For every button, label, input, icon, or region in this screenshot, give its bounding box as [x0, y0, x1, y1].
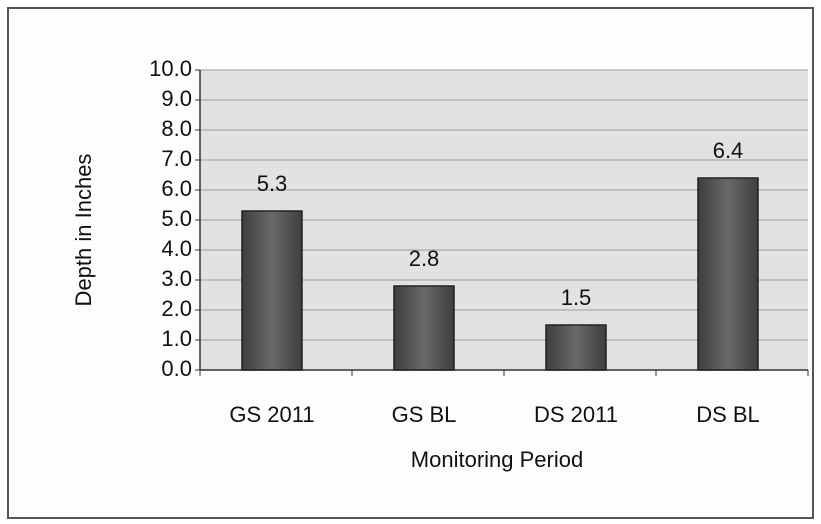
- bar: [697, 177, 759, 371]
- y-tick-label: 6.0: [161, 176, 192, 201]
- x-tick-label: DS BL: [696, 402, 760, 427]
- data-label: 1.5: [561, 285, 592, 310]
- data-label: 6.4: [713, 138, 744, 163]
- y-tick-label: 10.0: [149, 56, 192, 81]
- x-axis-title: Monitoring Period: [411, 447, 583, 472]
- y-tick-label: 5.0: [161, 206, 192, 231]
- y-tick-label: 2.0: [161, 296, 192, 321]
- x-tick-label: GS 2011: [229, 402, 314, 427]
- y-tick-label: 1.0: [161, 326, 192, 351]
- data-label: 5.3: [257, 171, 288, 196]
- y-tick-label: 7.0: [161, 146, 192, 171]
- y-axis-title: Depth in Inches: [71, 154, 96, 307]
- bar: [393, 285, 455, 371]
- y-tick-label: 0.0: [161, 356, 192, 381]
- y-tick-label: 4.0: [161, 236, 192, 261]
- x-tick-label: GS BL: [392, 402, 457, 427]
- bar: [545, 324, 607, 371]
- bar: [241, 210, 303, 371]
- y-tick-label: 3.0: [161, 266, 192, 291]
- y-tick-label: 9.0: [161, 86, 192, 111]
- data-label: 2.8: [409, 246, 440, 271]
- x-tick-label: DS 2011: [534, 402, 618, 427]
- y-tick-label: 8.0: [161, 116, 192, 141]
